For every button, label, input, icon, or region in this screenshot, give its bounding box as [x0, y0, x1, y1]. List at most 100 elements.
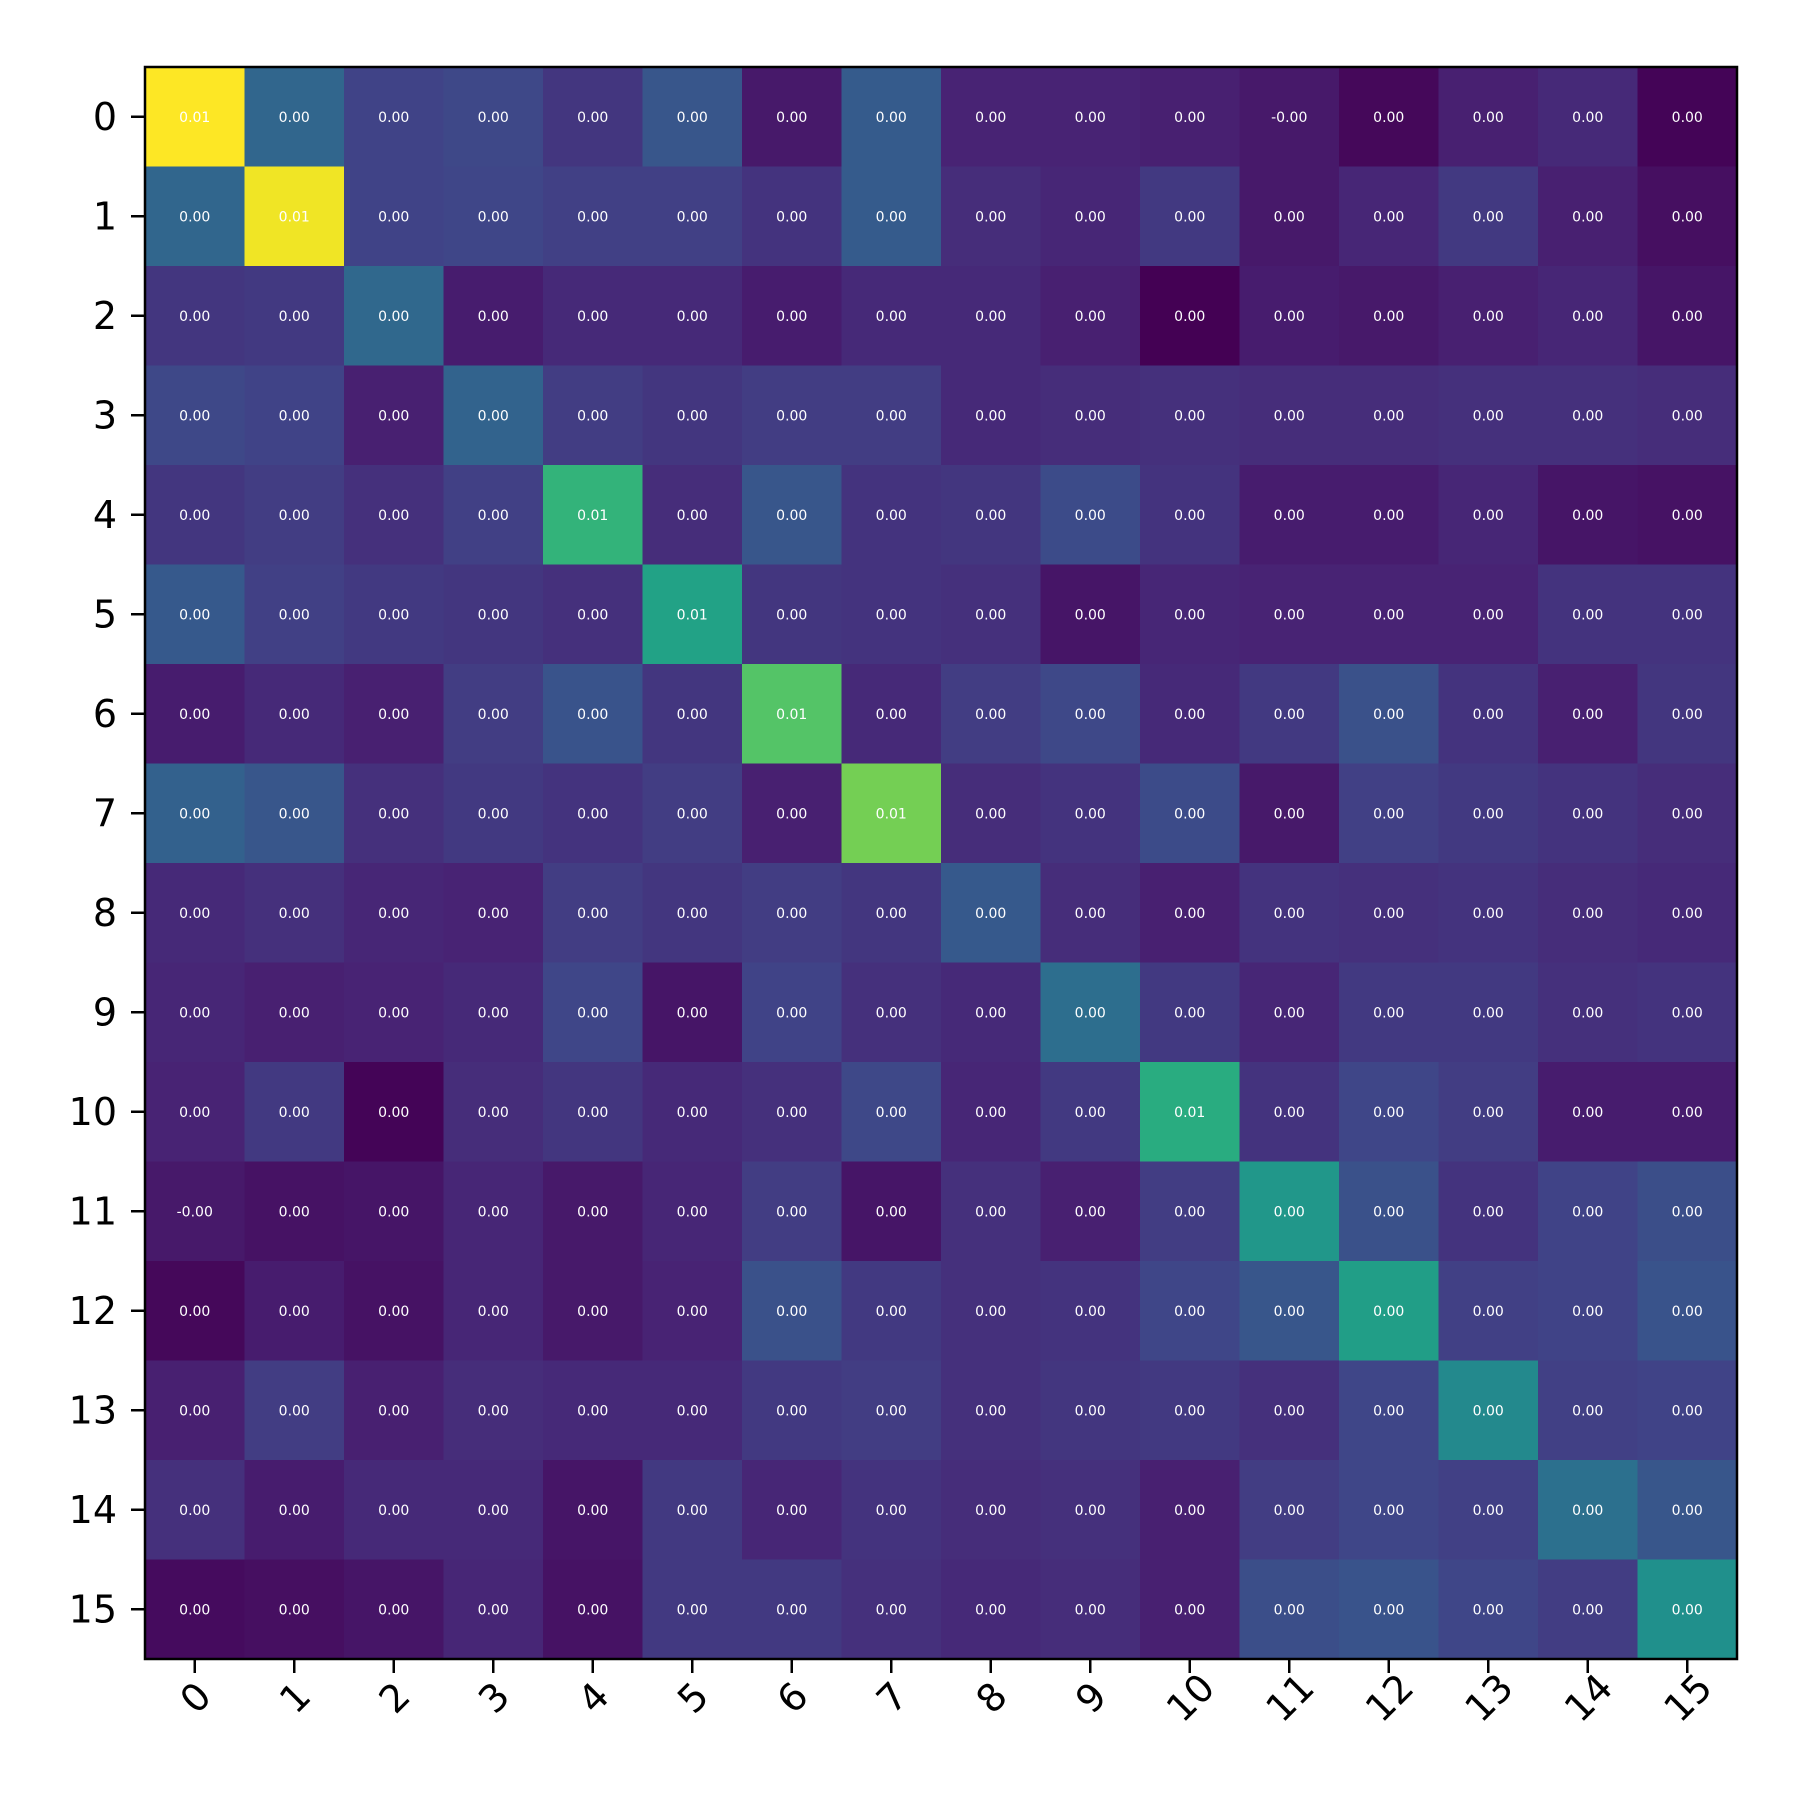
cell-value-label-5-13: 0.00 [1473, 607, 1504, 623]
cell-value-label-1-14: 0.00 [1572, 209, 1603, 225]
heatmap-cell-10-10 [1140, 1062, 1241, 1163]
heatmap-cell-9-2 [344, 962, 445, 1063]
heatmap-cell-0-13 [1438, 67, 1539, 168]
heatmap-cell-8-9 [1040, 863, 1141, 964]
heatmap-cell-15-15 [1637, 1559, 1738, 1660]
heatmap-cell-13-2 [344, 1360, 445, 1461]
cell-value-label-0-15: 0.00 [1672, 110, 1703, 126]
heatmap-cell-12-7 [841, 1261, 942, 1362]
cell-value-label-10-8: 0.00 [975, 1105, 1006, 1121]
y-tick-label-11: 11 [69, 1189, 117, 1233]
heatmap-cell-10-8 [941, 1062, 1042, 1163]
heatmap-cell-11-2 [344, 1161, 445, 1262]
heatmap-cell-10-13 [1438, 1062, 1539, 1163]
heatmap-cell-8-7 [841, 863, 942, 964]
heatmap-cell-4-0 [145, 465, 246, 566]
cell-value-label-11-2: 0.00 [378, 1204, 409, 1220]
heatmap-cell-7-12 [1339, 763, 1440, 864]
heatmap-cell-4-8 [941, 465, 1042, 566]
cell-value-label-10-14: 0.00 [1572, 1105, 1603, 1121]
heatmap-cell-14-12 [1339, 1460, 1440, 1561]
cell-value-label-2-14: 0.00 [1572, 309, 1603, 325]
cell-value-label-10-7: 0.00 [876, 1105, 907, 1121]
heatmap-cell-12-14 [1538, 1261, 1639, 1362]
heatmap-cell-2-6 [742, 266, 843, 367]
cell-value-label-6-11: 0.00 [1274, 707, 1305, 723]
heatmap-cell-3-2 [344, 365, 445, 466]
heatmap-cell-4-15 [1637, 465, 1738, 566]
cell-value-label-3-13: 0.00 [1473, 408, 1504, 424]
cell-value-label-12-7: 0.00 [876, 1304, 907, 1320]
heatmap-cell-6-11 [1239, 664, 1340, 765]
cell-value-label-5-4: 0.00 [577, 607, 608, 623]
heatmap-cell-2-9 [1040, 266, 1141, 367]
heatmap-cell-4-9 [1040, 465, 1141, 566]
x-tick-label-14: 14 [1556, 1665, 1621, 1730]
cell-value-label-13-10: 0.00 [1174, 1403, 1205, 1419]
heatmap-cell-3-10 [1140, 365, 1241, 466]
cell-value-label-9-1: 0.00 [279, 1005, 310, 1021]
heatmap-cell-8-11 [1239, 863, 1340, 964]
cell-value-label-12-5: 0.00 [677, 1304, 708, 1320]
cell-value-label-4-6: 0.00 [776, 508, 807, 524]
cell-value-label-13-2: 0.00 [378, 1403, 409, 1419]
cell-value-label-6-4: 0.00 [577, 707, 608, 723]
cell-value-label-2-10: 0.00 [1174, 309, 1205, 325]
cell-value-label-6-5: 0.00 [677, 707, 708, 723]
cell-value-label-9-8: 0.00 [975, 1005, 1006, 1021]
x-tick-label-11: 11 [1257, 1665, 1322, 1730]
cell-value-label-8-14: 0.00 [1572, 906, 1603, 922]
y-tick-label-1: 1 [93, 194, 117, 238]
cell-value-label-14-4: 0.00 [577, 1503, 608, 1519]
cell-value-label-8-10: 0.00 [1174, 906, 1205, 922]
cell-value-label-4-12: 0.00 [1373, 508, 1404, 524]
heatmap-cell-12-15 [1637, 1261, 1738, 1362]
cell-value-label-12-3: 0.00 [478, 1304, 509, 1320]
cell-value-label-8-5: 0.00 [677, 906, 708, 922]
heatmap-cell-5-1 [244, 564, 345, 665]
heatmap-cell-12-5 [642, 1261, 743, 1362]
y-tick-label-0: 0 [93, 95, 117, 139]
heatmap-cell-4-13 [1438, 465, 1539, 566]
heatmap-cell-11-10 [1140, 1161, 1241, 1262]
cell-value-label-2-5: 0.00 [677, 309, 708, 325]
cell-value-label-7-0: 0.00 [179, 806, 210, 822]
heatmap-cell-13-15 [1637, 1360, 1738, 1461]
heatmap-cell-12-9 [1040, 1261, 1141, 1362]
y-tick-label-15: 15 [69, 1587, 117, 1631]
cell-value-label-2-9: 0.00 [1075, 309, 1106, 325]
heatmap-cell-9-6 [742, 962, 843, 1063]
cell-value-label-14-12: 0.00 [1373, 1503, 1404, 1519]
cell-value-label-0-6: 0.00 [776, 110, 807, 126]
cell-value-label-10-6: 0.00 [776, 1105, 807, 1121]
cell-value-label-0-14: 0.00 [1572, 110, 1603, 126]
cell-value-label-2-15: 0.00 [1672, 309, 1703, 325]
heatmap-cell-8-13 [1438, 863, 1539, 964]
heatmap-cell-9-0 [145, 962, 246, 1063]
cell-value-label-14-8: 0.00 [975, 1503, 1006, 1519]
heatmap-cell-14-0 [145, 1460, 246, 1561]
heatmap-cell-6-5 [642, 664, 743, 765]
heatmap-cell-3-5 [642, 365, 743, 466]
heatmap-cell-3-11 [1239, 365, 1340, 466]
y-tick-label-14: 14 [69, 1488, 117, 1532]
cell-value-label-4-15: 0.00 [1672, 508, 1703, 524]
cell-value-label-10-15: 0.00 [1672, 1105, 1703, 1121]
heatmap-cell-10-11 [1239, 1062, 1340, 1163]
heatmap-cell-2-7 [841, 266, 942, 367]
cell-value-label-0-11: -0.00 [1271, 110, 1307, 126]
cell-value-label-15-8: 0.00 [975, 1602, 1006, 1618]
heatmap-cell-9-10 [1140, 962, 1241, 1063]
cell-value-label-1-10: 0.00 [1174, 209, 1205, 225]
cell-value-label-9-9: 0.00 [1075, 1005, 1106, 1021]
heatmap-cell-0-0 [145, 67, 246, 168]
cell-value-label-3-14: 0.00 [1572, 408, 1603, 424]
heatmap-cell-11-12 [1339, 1161, 1440, 1262]
cell-value-label-9-5: 0.00 [677, 1005, 708, 1021]
heatmap-cell-4-14 [1538, 465, 1639, 566]
heatmap-cell-15-1 [244, 1559, 345, 1660]
heatmap-cell-7-10 [1140, 763, 1241, 864]
cell-value-label-13-11: 0.00 [1274, 1403, 1305, 1419]
cell-value-label-3-6: 0.00 [776, 408, 807, 424]
cell-value-label-14-11: 0.00 [1274, 1503, 1305, 1519]
